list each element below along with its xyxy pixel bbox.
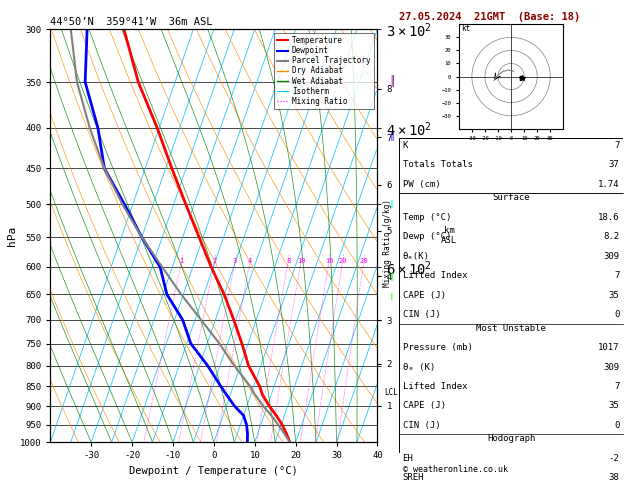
Text: 0: 0 [614,421,620,430]
Text: 7: 7 [614,271,620,280]
Text: ║: ║ [390,293,394,300]
Text: CIN (J): CIN (J) [403,421,440,430]
Text: K: K [403,141,408,150]
Text: 37: 37 [609,160,620,170]
Text: 35: 35 [609,291,620,300]
Text: θₑ(K): θₑ(K) [403,252,430,261]
Text: Lifted Index: Lifted Index [403,271,467,280]
Text: 2: 2 [213,258,217,264]
Text: θₑ (K): θₑ (K) [403,363,435,372]
Text: 18.6: 18.6 [598,213,620,222]
Text: CAPE (J): CAPE (J) [403,291,445,300]
Text: Surface: Surface [493,193,530,203]
Text: SREH: SREH [403,473,424,483]
Text: 28: 28 [360,258,368,264]
Text: 20: 20 [338,258,347,264]
Text: 7: 7 [614,141,620,150]
Text: 4: 4 [248,258,252,264]
Text: 1: 1 [179,258,184,264]
Text: Pressure (mb): Pressure (mb) [403,343,472,352]
Text: 27.05.2024  21GMT  (Base: 18): 27.05.2024 21GMT (Base: 18) [399,12,581,22]
X-axis label: Dewpoint / Temperature (°C): Dewpoint / Temperature (°C) [130,466,298,476]
Legend: Temperature, Dewpoint, Parcel Trajectory, Dry Adiabat, Wet Adiabat, Isotherm, Mi: Temperature, Dewpoint, Parcel Trajectory… [274,33,374,109]
Text: Temp (°C): Temp (°C) [403,213,451,222]
Text: LCL: LCL [384,388,398,397]
Text: ║: ║ [390,200,394,208]
Text: 8: 8 [286,258,291,264]
Text: 0: 0 [614,310,620,319]
Text: 309: 309 [603,363,620,372]
Text: Totals Totals: Totals Totals [403,160,472,170]
Y-axis label: hPa: hPa [7,226,17,246]
Text: Hodograph: Hodograph [487,434,535,444]
Y-axis label: km
ASL: km ASL [441,226,457,245]
Text: Dewp (°C): Dewp (°C) [403,232,451,242]
Text: 1.74: 1.74 [598,180,620,189]
Text: 10: 10 [297,258,305,264]
Text: 16: 16 [325,258,333,264]
Text: ║: ║ [390,273,394,281]
Text: -2: -2 [609,454,620,463]
Text: 8.2: 8.2 [603,232,620,242]
Text: 309: 309 [603,252,620,261]
Text: 7: 7 [614,382,620,391]
Text: CIN (J): CIN (J) [403,310,440,319]
Text: CAPE (J): CAPE (J) [403,401,445,411]
Text: EH: EH [403,454,413,463]
Text: 1017: 1017 [598,343,620,352]
Text: 38: 38 [609,473,620,483]
Text: kt: kt [462,24,470,33]
Text: ║: ║ [389,74,395,86]
Text: Lifted Index: Lifted Index [403,382,467,391]
Text: Most Unstable: Most Unstable [476,324,546,333]
Text: ║: ║ [389,131,394,141]
Text: 3: 3 [233,258,237,264]
Text: © weatheronline.co.uk: © weatheronline.co.uk [403,465,508,474]
Text: PW (cm): PW (cm) [403,180,440,189]
Text: Mixing Ratio (g/kg): Mixing Ratio (g/kg) [383,199,392,287]
Text: 35: 35 [609,401,620,411]
Text: 44°50’N  359°41’W  36m ASL: 44°50’N 359°41’W 36m ASL [50,17,213,27]
